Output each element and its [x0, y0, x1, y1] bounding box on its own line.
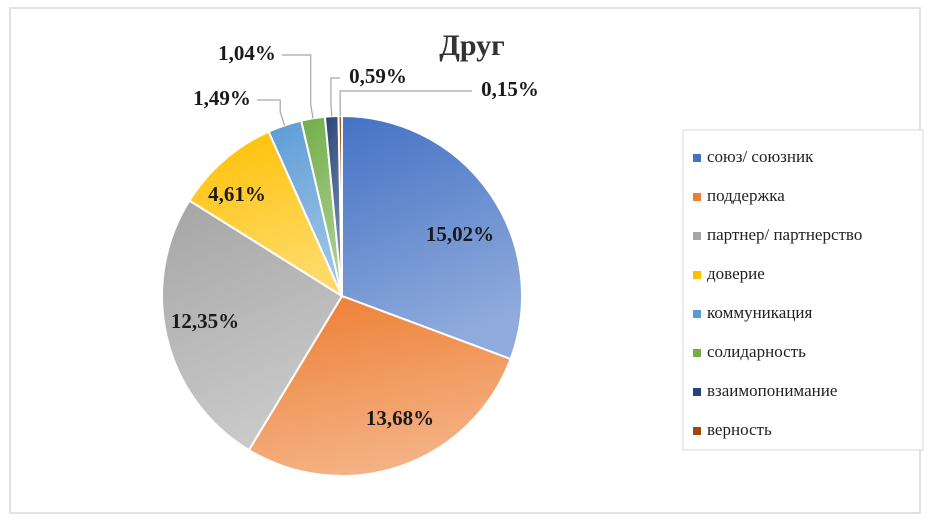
legend-swatch	[693, 310, 701, 318]
data-label: 13,68%	[366, 406, 434, 430]
pie-slice	[161, 199, 344, 452]
data-label: 12,35%	[171, 309, 239, 333]
data-label: 1,04%	[218, 41, 276, 65]
data-label: 1,49%	[193, 86, 251, 110]
legend-swatch	[693, 271, 701, 279]
leader-line	[282, 54, 314, 119]
legend-label: партнер/ партнерство	[707, 225, 862, 244]
pie-slice	[247, 294, 512, 477]
data-label: 0,15%	[481, 77, 539, 101]
leader-line	[257, 99, 286, 126]
data-label: 4,61%	[208, 182, 266, 206]
legend-swatch	[693, 232, 701, 240]
legend-label: взаимопонимание	[707, 381, 837, 400]
legend-label: коммуникация	[707, 303, 813, 322]
legend-swatch	[693, 427, 701, 435]
legend-swatch	[693, 388, 701, 396]
legend-swatch	[693, 154, 701, 162]
data-label: 0,59%	[349, 64, 407, 88]
legend-label: верность	[707, 420, 772, 439]
data-label: 15,02%	[426, 222, 494, 246]
legend-label: доверие	[707, 264, 765, 283]
legend-swatch	[693, 193, 701, 201]
chart-title: Друг	[439, 29, 505, 62]
leader-line	[339, 90, 472, 117]
pie-slice	[188, 130, 345, 299]
legend-box	[682, 129, 924, 451]
leader-line	[330, 77, 340, 117]
legend-label: союз/ союзник	[707, 147, 814, 166]
legend-label: поддержка	[707, 186, 785, 205]
legend-swatch	[693, 349, 701, 357]
pie-slice	[341, 114, 523, 361]
legend-label: солидарность	[707, 342, 806, 361]
